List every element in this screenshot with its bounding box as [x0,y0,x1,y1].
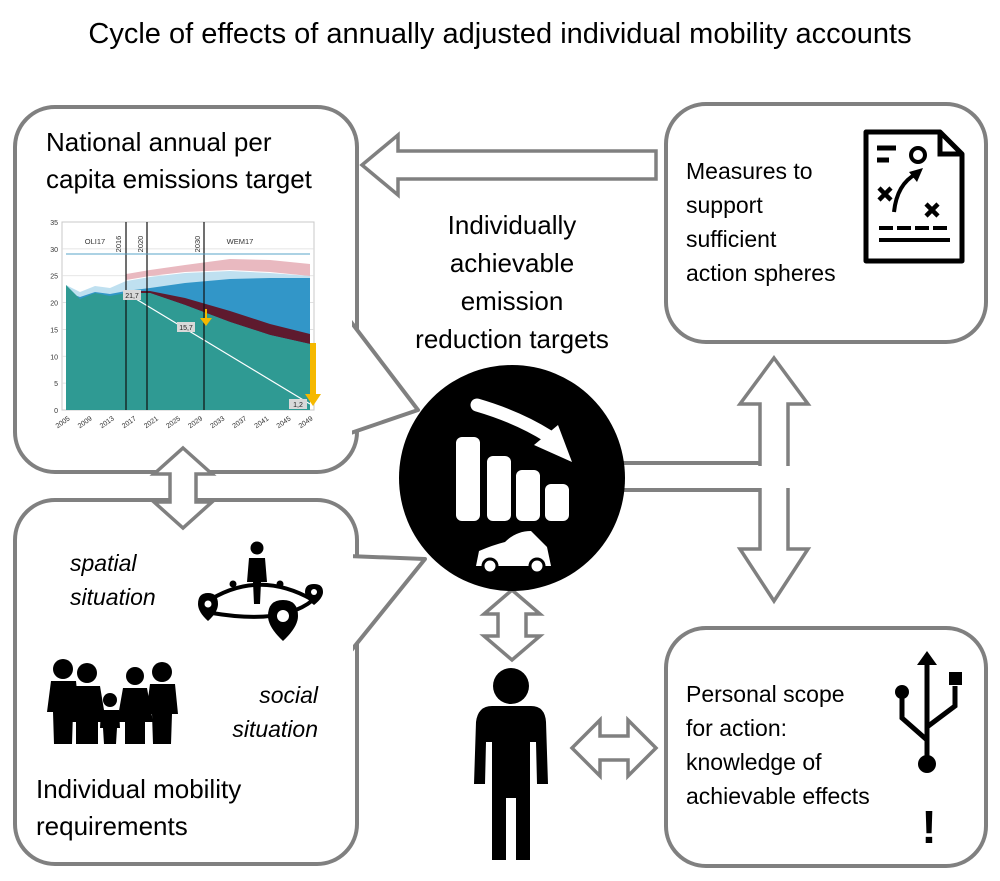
diagram-title: Cycle of effects of annually adjusted in… [88,18,912,50]
requirements-title: Individual mobility requirements [36,771,241,845]
y-tick-label: 15 [50,327,58,334]
arrow-national-requirements [149,445,217,531]
y-tick-label: 10 [50,354,58,361]
national-title-line: National annual per [46,127,272,157]
measures-line: Measures to [686,158,813,184]
period-label: WEM17 [227,237,254,246]
annotation-box [177,322,195,332]
y-tick-label: 5 [54,381,58,388]
usb-icon [895,651,962,773]
y-tick-label: 25 [50,274,58,281]
family-icon [47,659,178,744]
person-icon [474,668,548,860]
national-target-title: National annual per capita emissions tar… [46,124,312,198]
social-line: situation [232,716,318,742]
personal-line: for action: [686,715,787,741]
center-label-line: achievable [449,248,575,278]
center-label-line: emission [460,286,564,316]
car-icon [476,531,551,575]
spatial-line: spatial [70,550,137,576]
requirements-title-line: Individual mobility [36,774,242,804]
y-tick-label: 20 [50,301,58,308]
requirements-box-tail [346,554,427,654]
area-pink-band [126,259,310,280]
area-teal-band [66,285,310,410]
measures-line: support [686,192,763,218]
center-label: Individually achievable emission reducti… [398,206,626,358]
area-maroon-band [126,291,310,344]
spatial-situation-label: spatial situation [70,546,156,614]
arrow-circle-person [479,587,545,663]
spatial-line: situation [70,584,156,610]
requirements-title-line: requirements [36,811,188,841]
period-label: OLI17 [85,237,105,246]
decreasing-bars-icon [456,398,572,521]
annotation-box [123,290,141,300]
central-circle [399,365,625,591]
arrow-person-personal [569,715,659,781]
period-label: 2030 [193,236,202,253]
annotation-label: 15,7 [179,325,193,332]
location-person-icon [198,541,323,641]
annotation-label: 21,7 [125,293,139,300]
annotation-label: 1,2 [293,402,303,409]
strategy-document-icon [863,129,965,264]
social-situation-label: social situation [216,678,318,746]
social-line: social [259,682,318,708]
measures-line: action spheres [686,260,836,286]
personal-line: Personal scope [686,681,845,707]
annotation-box [289,399,307,409]
exclamation-mark: ! [921,801,936,853]
y-tick-label: 30 [50,247,58,254]
measures-text: Measures to support sufficient action sp… [686,154,836,290]
y-tick-label: 0 [54,408,58,415]
center-label-line: Individually [447,210,577,240]
center-label-line: reduction targets [415,324,609,354]
personal-line: achievable effects [686,783,870,809]
period-label: 2016 [114,236,123,253]
personal-line: knowledge of [686,749,822,775]
period-label: 2020 [136,236,145,253]
personal-scope-text: Personal scope for action: knowledge of … [686,677,870,813]
national-title-line: capita emissions target [46,164,312,194]
arrow-measures-to-national [359,131,658,199]
y-tick-label: 35 [50,220,58,227]
measures-line: sufficient [686,226,777,252]
